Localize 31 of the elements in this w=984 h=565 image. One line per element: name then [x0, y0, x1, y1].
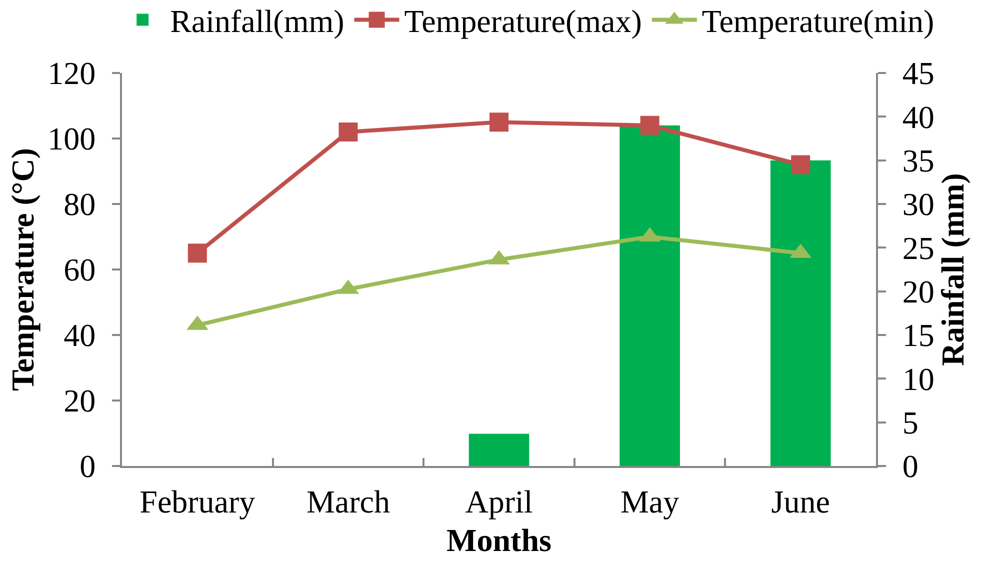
x-tick-label: May — [620, 483, 680, 520]
legend-label: Temperature(min) — [702, 3, 934, 40]
bar — [620, 125, 680, 466]
legend-label: Rainfall(mm) — [170, 3, 344, 40]
bar — [468, 434, 530, 466]
y2-tick-label: 25 — [902, 230, 934, 266]
y2-tick-label: 0 — [902, 448, 918, 484]
y2-tick-label: 20 — [902, 274, 934, 310]
y-tick-label: 120 — [48, 55, 96, 92]
legend-label: Temperature(max) — [404, 3, 642, 40]
y2-tick-label: 45 — [902, 55, 934, 92]
x-tick-label: February — [140, 483, 256, 520]
y-axis-title: Temperature (°C) — [4, 148, 40, 391]
y-tick-label: 40 — [64, 317, 96, 354]
y2-tick-label: 5 — [902, 404, 918, 441]
bar — [770, 160, 831, 466]
x-tick-label: June — [771, 483, 830, 520]
x-tick-label: April — [465, 483, 533, 520]
x-tick-label: March — [306, 483, 390, 520]
y-tick-label: 80 — [64, 186, 96, 222]
y-tick-label: 20 — [64, 382, 96, 419]
y-tick-label: 60 — [64, 252, 96, 288]
y-tick-label: 0 — [80, 448, 96, 484]
y2-axis-title: Rainfall (mm) — [934, 173, 970, 366]
y2-tick-label: 35 — [902, 142, 934, 179]
y2-tick-label: 40 — [902, 98, 934, 135]
x-axis-title: Months — [446, 522, 552, 558]
y-tick-label: 100 — [48, 120, 96, 157]
y2-tick-label: 30 — [902, 186, 934, 222]
y2-tick-label: 10 — [902, 360, 934, 397]
y2-tick-label: 15 — [902, 317, 934, 354]
